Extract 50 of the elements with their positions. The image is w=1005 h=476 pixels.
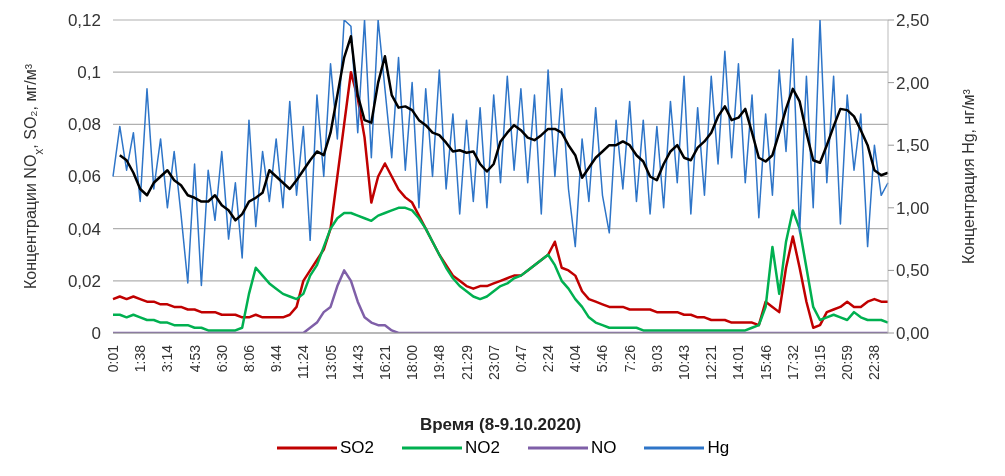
y-tick-label: 0 — [91, 323, 101, 343]
x-tick-label: 23:07 — [485, 344, 502, 381]
x-tick-label: 0:01 — [105, 344, 121, 373]
x-tick-label: 13:05 — [322, 344, 339, 381]
x-tick-label: 20:59 — [839, 344, 856, 381]
y2-tick-label: 2,50 — [896, 11, 930, 31]
x-tick-label: 16:21 — [376, 344, 393, 381]
x-tick-label: 2:24 — [540, 344, 557, 373]
x-tick-label: 22:38 — [866, 344, 883, 381]
y2-tick-label: 2,00 — [896, 73, 930, 93]
x-tick-label: 14:01 — [730, 344, 747, 381]
x-tick-label: 4:53 — [186, 344, 203, 373]
y-tick-label: 0,04 — [67, 219, 101, 239]
legend-label: Hg — [707, 438, 730, 458]
line-series — [118, 35, 890, 222]
x-tick-label: 14:43 — [349, 344, 366, 381]
x-tick-label: 21:29 — [458, 344, 475, 381]
y2-tick-label: 0,50 — [896, 261, 930, 281]
y-tick-label: 0,1 — [77, 63, 101, 83]
y-tick-label: 0,08 — [67, 115, 101, 135]
y2-tick-label: 0,00 — [896, 324, 930, 344]
x-tick-label: 5:46 — [594, 344, 611, 373]
x-tick-label: 6:30 — [213, 344, 230, 373]
y2-tick-label: 1,00 — [896, 198, 930, 218]
x-tick-label: 3:14 — [159, 344, 176, 373]
y-tick-label: 0,06 — [67, 167, 101, 187]
x-tick-label: 9:03 — [648, 344, 665, 373]
x-tick-label: 0:47 — [512, 344, 529, 373]
x-tick-label: 9:44 — [268, 344, 285, 373]
y2-axis-title: Концентрация Hg, нг/м³ — [960, 88, 977, 264]
x-tick-label: 19:15 — [812, 344, 829, 381]
x-tick-label: 8:06 — [240, 344, 257, 373]
y2-tick-label: 1,50 — [896, 136, 930, 156]
x-tick-label: 10:43 — [676, 344, 693, 381]
x-tick-label: 19:48 — [431, 344, 448, 381]
line-series — [112, 20, 889, 287]
y-tick-label: 0,12 — [67, 10, 101, 30]
x-tick-label: 7:26 — [621, 344, 638, 373]
x-tick-label: 12:21 — [703, 344, 720, 381]
legend-label: SO2 — [339, 438, 374, 458]
x-tick-label: 18:00 — [404, 344, 421, 381]
y-tick-label: 0,02 — [67, 271, 101, 291]
x-tick-label: 17:32 — [784, 344, 801, 381]
x-tick-label: 15:46 — [757, 344, 774, 381]
legend-label: NO2 — [464, 438, 500, 458]
x-tick-label: 1:38 — [132, 344, 149, 373]
x-tick-label: 11:24 — [295, 344, 312, 379]
x-tick-label: 4:04 — [567, 344, 584, 373]
x-axis-title: Время (8-9.10.2020) — [419, 415, 582, 434]
legend-label: NO — [590, 438, 617, 458]
